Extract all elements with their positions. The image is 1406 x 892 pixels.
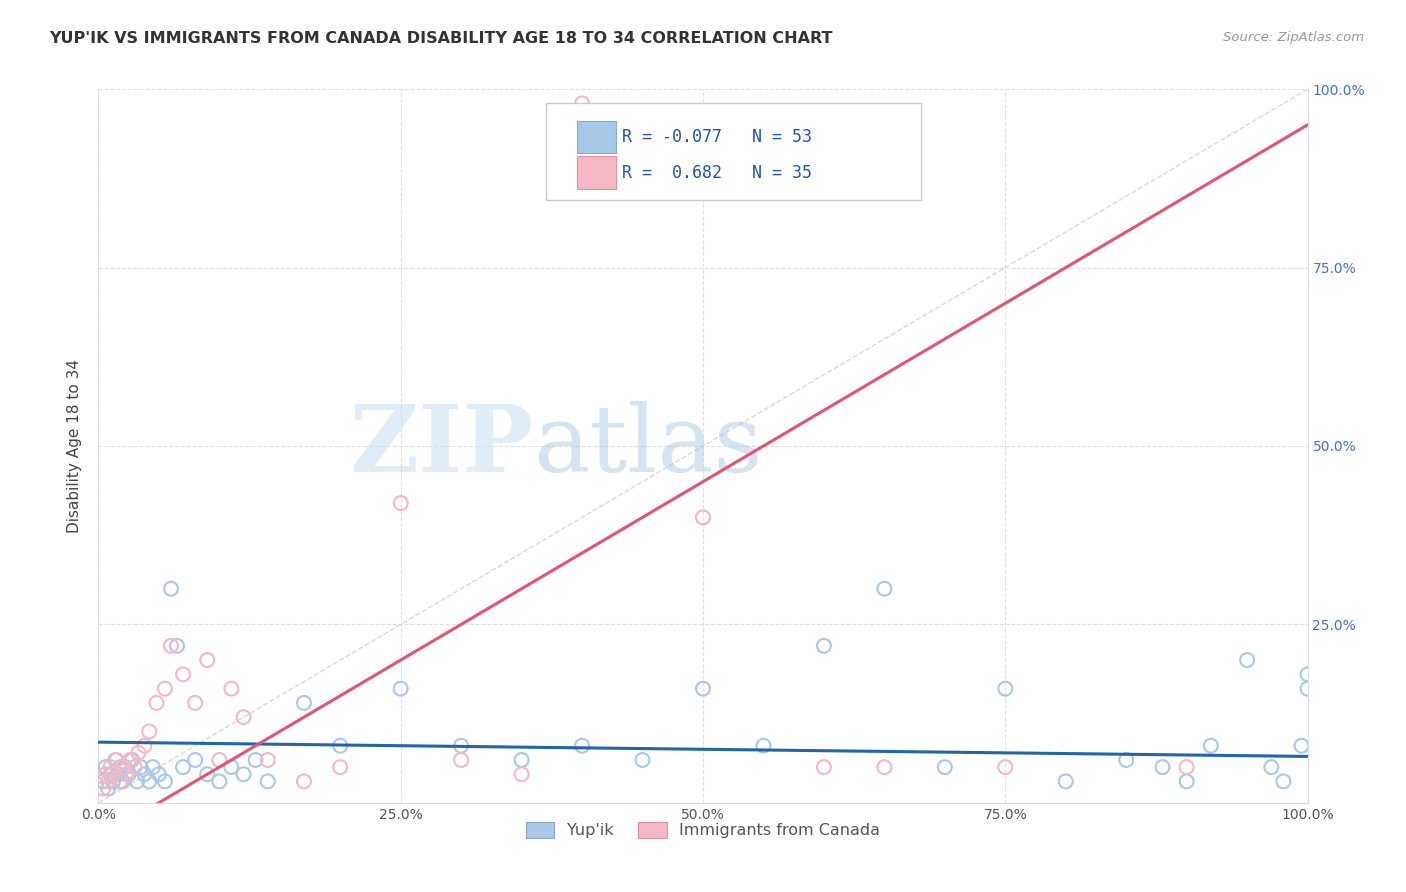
Point bbox=[114, 760, 136, 774]
Point bbox=[127, 746, 149, 760]
Point bbox=[1260, 760, 1282, 774]
Point bbox=[195, 653, 218, 667]
Point bbox=[129, 760, 152, 774]
Text: R =  0.682   N = 35: R = 0.682 N = 35 bbox=[621, 164, 813, 182]
Text: Source: ZipAtlas.com: Source: ZipAtlas.com bbox=[1223, 31, 1364, 45]
Point bbox=[97, 774, 120, 789]
Point bbox=[510, 767, 533, 781]
Point bbox=[142, 760, 165, 774]
Point bbox=[153, 681, 176, 696]
Point bbox=[389, 496, 412, 510]
Point bbox=[104, 753, 127, 767]
Point bbox=[172, 760, 194, 774]
Point bbox=[1152, 760, 1174, 774]
Point bbox=[94, 767, 117, 781]
Point bbox=[118, 753, 141, 767]
Point bbox=[292, 696, 315, 710]
Point bbox=[111, 760, 134, 774]
Point bbox=[105, 753, 128, 767]
Point bbox=[292, 774, 315, 789]
Point bbox=[208, 753, 231, 767]
Point bbox=[108, 774, 131, 789]
Point bbox=[232, 710, 254, 724]
Text: YUP'IK VS IMMIGRANTS FROM CANADA DISABILITY AGE 18 TO 34 CORRELATION CHART: YUP'IK VS IMMIGRANTS FROM CANADA DISABIL… bbox=[49, 31, 832, 46]
Point bbox=[166, 639, 188, 653]
Point bbox=[97, 781, 120, 796]
Point bbox=[873, 582, 896, 596]
Point bbox=[1175, 774, 1198, 789]
Point bbox=[134, 767, 156, 781]
Text: R = -0.077   N = 53: R = -0.077 N = 53 bbox=[621, 128, 813, 146]
Point bbox=[172, 667, 194, 681]
Point bbox=[100, 767, 122, 781]
FancyBboxPatch shape bbox=[578, 120, 616, 153]
Point bbox=[100, 760, 122, 774]
Point bbox=[232, 767, 254, 781]
Point bbox=[1272, 774, 1295, 789]
Point bbox=[450, 753, 472, 767]
Point bbox=[148, 767, 170, 781]
Point bbox=[101, 774, 124, 789]
Point bbox=[153, 774, 176, 789]
Point bbox=[1054, 774, 1077, 789]
Text: atlas: atlas bbox=[534, 401, 763, 491]
Point bbox=[184, 696, 207, 710]
Point bbox=[160, 582, 183, 596]
Point bbox=[121, 753, 143, 767]
Point bbox=[752, 739, 775, 753]
Point bbox=[91, 781, 114, 796]
Legend: Yup'ik, Immigrants from Canada: Yup'ik, Immigrants from Canada bbox=[519, 815, 887, 845]
Point bbox=[631, 753, 654, 767]
Point bbox=[389, 681, 412, 696]
Point bbox=[1296, 667, 1319, 681]
Point bbox=[127, 774, 149, 789]
Point bbox=[118, 767, 141, 781]
Point bbox=[813, 639, 835, 653]
Point bbox=[1199, 739, 1222, 753]
Point bbox=[692, 510, 714, 524]
Y-axis label: Disability Age 18 to 34: Disability Age 18 to 34 bbox=[67, 359, 83, 533]
Point bbox=[1296, 681, 1319, 696]
Point bbox=[145, 696, 167, 710]
Point bbox=[329, 739, 352, 753]
Point bbox=[115, 767, 138, 781]
Point bbox=[124, 760, 146, 774]
Point bbox=[94, 760, 117, 774]
Text: ZIP: ZIP bbox=[350, 401, 534, 491]
Point bbox=[108, 760, 131, 774]
Point bbox=[208, 774, 231, 789]
Point bbox=[91, 774, 114, 789]
Point bbox=[692, 681, 714, 696]
Point bbox=[138, 724, 160, 739]
Point bbox=[134, 739, 156, 753]
Point bbox=[221, 681, 243, 696]
Point bbox=[195, 767, 218, 781]
Point bbox=[256, 753, 278, 767]
Point bbox=[510, 753, 533, 767]
Point bbox=[1115, 753, 1137, 767]
Point bbox=[1291, 739, 1313, 753]
Point bbox=[111, 774, 134, 789]
Point bbox=[571, 739, 593, 753]
Point bbox=[107, 767, 129, 781]
FancyBboxPatch shape bbox=[578, 156, 616, 189]
FancyBboxPatch shape bbox=[546, 103, 921, 200]
Point bbox=[994, 681, 1017, 696]
Point bbox=[1236, 653, 1258, 667]
Point bbox=[160, 639, 183, 653]
Point bbox=[813, 760, 835, 774]
Point bbox=[571, 96, 593, 111]
Point bbox=[221, 760, 243, 774]
Point bbox=[329, 760, 352, 774]
Point bbox=[101, 767, 124, 781]
Point bbox=[873, 760, 896, 774]
Point bbox=[450, 739, 472, 753]
Point bbox=[245, 753, 267, 767]
Point bbox=[994, 760, 1017, 774]
Point bbox=[184, 753, 207, 767]
Point bbox=[934, 760, 956, 774]
Point bbox=[138, 774, 160, 789]
Point bbox=[1175, 760, 1198, 774]
Point bbox=[256, 774, 278, 789]
